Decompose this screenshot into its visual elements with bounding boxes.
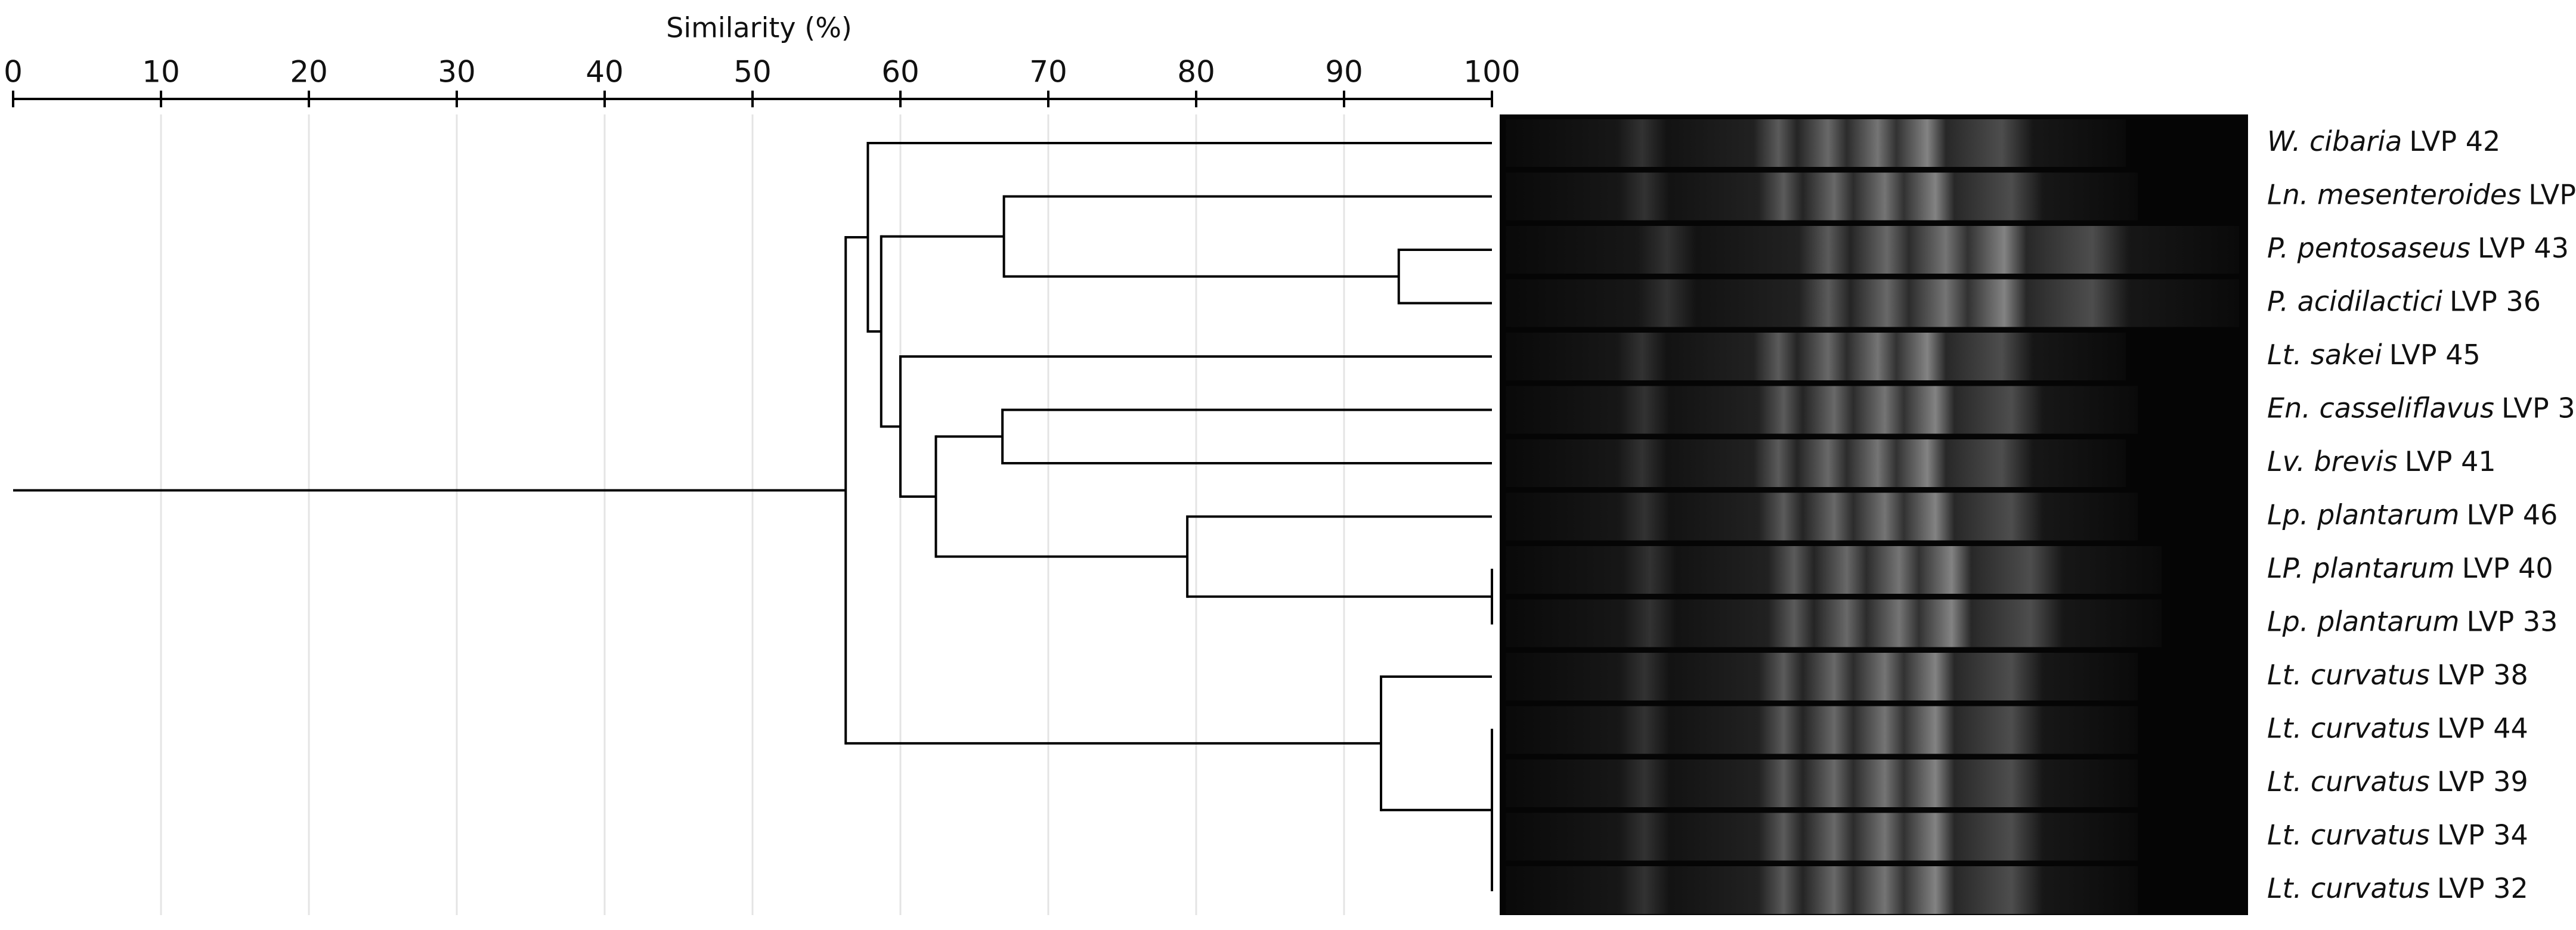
leaf-label: Lt. curvatus LVP 39 [2267, 765, 2528, 798]
x-tick-label: 90 [1325, 55, 1363, 89]
leaf-strain: LVP 32 [2437, 872, 2528, 904]
leaf-genus: LP. plantarum [2267, 552, 2455, 584]
leaf-strain: LVP 33 [2467, 605, 2558, 637]
x-tick-label: 80 [1177, 55, 1215, 89]
gel-lane [1506, 866, 2138, 914]
leaf-strain: LVP 38 [2437, 659, 2528, 691]
leaf-strain: LVP 44 [2437, 712, 2528, 744]
gel-lane [1506, 439, 2126, 487]
leaf-strain: LVP 36 [2450, 285, 2541, 317]
leaf-label: Lt. sakei LVP 45 [2267, 339, 2481, 371]
leaf-label: W. cibaria LVP 42 [2267, 125, 2500, 157]
gel-lane [1506, 119, 2126, 167]
leaf-genus: Lp. plantarum [2267, 498, 2460, 531]
leaf-label: Lp. plantarum LVP 46 [2267, 498, 2558, 531]
leaf-genus: Lt. curvatus [2267, 712, 2430, 744]
leaf-label: Lv. brevis LVP 41 [2267, 445, 2496, 478]
leaf-genus: Lt. curvatus [2267, 765, 2430, 798]
x-tick-label: 100 [1463, 55, 1520, 89]
gel-lane [1506, 226, 2239, 274]
leaf-label: Lt. curvatus LVP 34 [2267, 819, 2528, 851]
leaf-genus: W. cibaria [2267, 125, 2402, 157]
leaf-label: P. acidilactici LVP 36 [2267, 285, 2541, 317]
gel-lane [1506, 492, 2138, 541]
leaf-genus: Lt. sakei [2267, 339, 2382, 371]
leaf-strain: LVP 40 [2462, 552, 2553, 584]
leaf-genus: En. casseliflavus [2267, 392, 2494, 424]
x-tick-label: 40 [586, 55, 624, 89]
leaf-label: Lt. curvatus LVP 44 [2267, 712, 2528, 744]
x-tick-label: 70 [1029, 55, 1067, 89]
gel-lane [1506, 172, 2138, 221]
leaf-genus: Lt. curvatus [2267, 872, 2430, 904]
x-tick-label: 20 [290, 55, 328, 89]
leaf-label: P. pentosaseus LVP 43 [2267, 232, 2569, 264]
gel-lane [1506, 599, 2162, 647]
leaf-genus: P. acidilactici [2267, 285, 2442, 317]
leaf-strain: LVP 41 [2405, 445, 2496, 478]
leaf-strain: LVP 45 [2389, 339, 2481, 371]
x-tick-label: 0 [4, 55, 23, 89]
leaf-strain: LVP 35 [2501, 392, 2576, 424]
gel-lane [1506, 279, 2239, 327]
leaf-label: Lt. curvatus LVP 32 [2267, 872, 2528, 904]
leaf-strain: LVP 37 [2528, 178, 2576, 210]
leaf-genus: Lt. curvatus [2267, 819, 2430, 851]
gel-lane [1506, 653, 2138, 700]
leaf-genus: Ln. mesenteroides [2267, 178, 2521, 210]
x-tick-label: 50 [733, 55, 772, 89]
gel-lane [1506, 813, 2138, 861]
gel-lane [1506, 333, 2126, 380]
leaf-genus: Lv. brevis [2267, 445, 2398, 478]
gel-lane [1506, 546, 2162, 594]
gel-lane [1506, 706, 2138, 754]
leaf-genus: Lp. plantarum [2267, 605, 2460, 637]
leaf-strain: LVP 42 [2409, 125, 2500, 157]
leaf-label: Lt. curvatus LVP 38 [2267, 659, 2528, 691]
gel-lane [1506, 386, 2138, 434]
leaf-label: Lp. plantarum LVP 33 [2267, 605, 2558, 637]
leaf-strain: LVP 46 [2467, 498, 2558, 531]
leaf-strain: LVP 39 [2437, 765, 2528, 798]
leaf-genus: P. pentosaseus [2267, 232, 2470, 264]
leaf-strain: LVP 43 [2478, 232, 2569, 264]
leaf-strain: LVP 34 [2437, 819, 2528, 851]
x-axis-title: Similarity (%) [666, 12, 852, 44]
gel-lane [1506, 760, 2138, 807]
x-tick-label: 30 [438, 55, 476, 89]
x-tick-label: 60 [881, 55, 919, 89]
x-tick-label: 10 [142, 55, 180, 89]
gel-lanes [1506, 119, 2239, 914]
leaf-label: LP. plantarum LVP 40 [2267, 552, 2553, 584]
leaf-genus: Lt. curvatus [2267, 659, 2430, 691]
